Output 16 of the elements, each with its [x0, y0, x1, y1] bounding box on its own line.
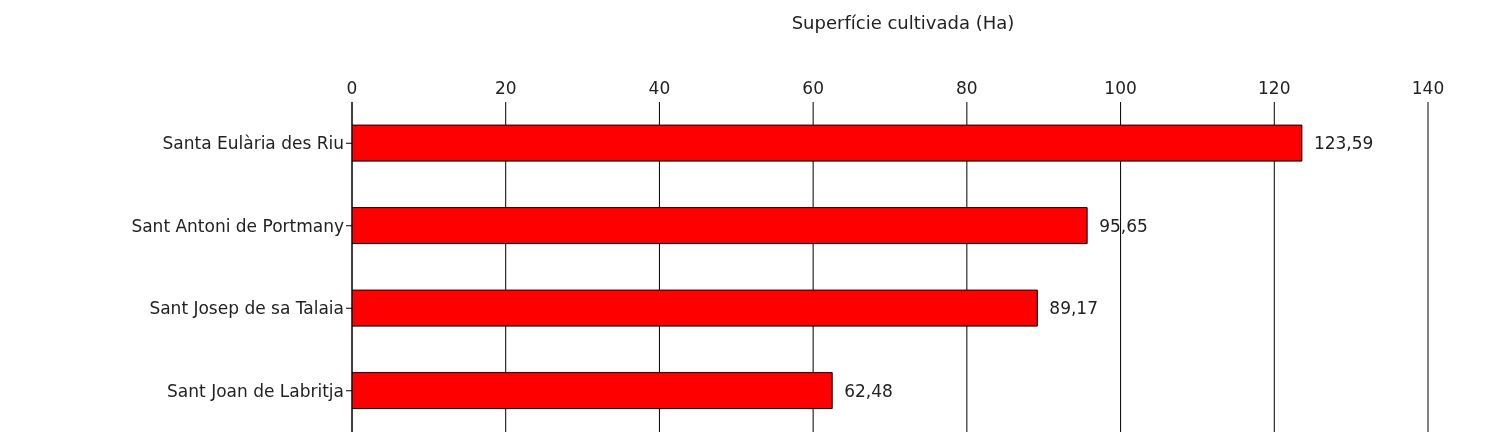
- data-label: 89,17: [1049, 298, 1099, 319]
- data-label: 123,59: [1313, 133, 1374, 154]
- x-tick-label: 80: [956, 78, 978, 98]
- y-tick-label: Sant Josep de sa Talaia: [149, 298, 344, 319]
- y-tick-label: Sant Antoni de Portmany: [131, 215, 344, 236]
- data-label: 62,48: [844, 380, 893, 401]
- x-tick-label: 0: [346, 78, 358, 98]
- x-tick-label: 120: [1258, 78, 1291, 98]
- x-tick-label: 100: [1104, 78, 1137, 98]
- x-axis-title: Superfície cultivada (Ha): [790, 12, 1016, 35]
- x-tick-label: 140: [1411, 78, 1445, 98]
- x-tick-label: 60: [802, 78, 824, 98]
- x-tick-label: 20: [494, 78, 517, 98]
- y-tick-label: Santa Eulària des Riu: [162, 133, 344, 154]
- y-tick-label: Sant Joan de Labritja: [167, 380, 344, 401]
- x-tick-label: 40: [648, 78, 671, 98]
